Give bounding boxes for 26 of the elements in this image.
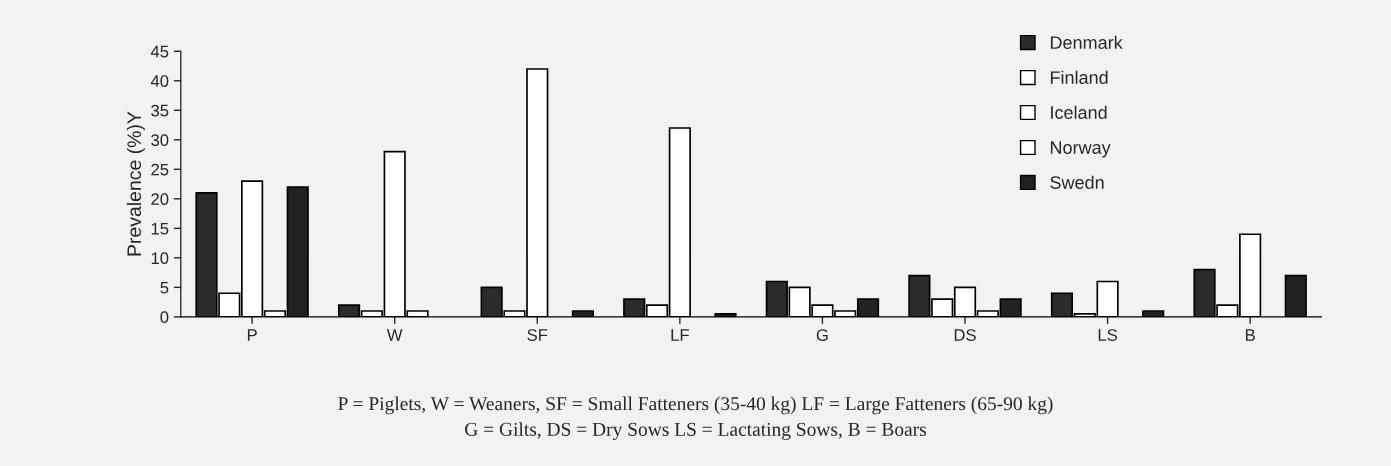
- y-tick-label: 35: [151, 104, 169, 117]
- y-tick-label: 40: [150, 75, 169, 87]
- text: P = Piglets, W = Weaners, SF = Small Fatteners (35-40 kg) LF = Large Fatteners (65-90 kg): [338, 396, 1053, 415]
- y-tick-label: 5: [160, 281, 169, 294]
- x-tick-label: LF: [671, 329, 689, 341]
- x-tick-label: DS: [954, 329, 976, 341]
- y-tick-label: 15: [151, 222, 169, 235]
- x-tick-label: P: [247, 329, 257, 341]
- x-tick-label: SF: [527, 329, 548, 341]
- x-tick-label: LS: [1098, 329, 1118, 341]
- text: G = Gilts, DS = Dry Sows LS = Lactating Sows, B = Boars: [465, 422, 927, 440]
- y-tick-label: 20: [151, 193, 169, 206]
- legend-label: Norway: [1050, 141, 1111, 158]
- legend-label: Swedn: [1050, 175, 1104, 189]
- legend-label: Denmark: [1050, 35, 1123, 49]
- y-tick-label: 10: [151, 252, 169, 265]
- x-tick-label: G: [816, 329, 828, 341]
- y-axis-title: Prevalence (%)Y: [126, 111, 145, 256]
- y-tick-label: 0: [160, 311, 169, 324]
- x-tick-label: B: [1245, 329, 1255, 341]
- y-tick-label: 45: [150, 45, 169, 58]
- y-tick-label: 25: [151, 163, 169, 176]
- legend-label: Iceland: [1051, 105, 1107, 119]
- y-tick-label: 30: [151, 134, 169, 146]
- x-tick-label: W: [386, 329, 403, 341]
- legend-label: Finland: [1050, 70, 1108, 84]
